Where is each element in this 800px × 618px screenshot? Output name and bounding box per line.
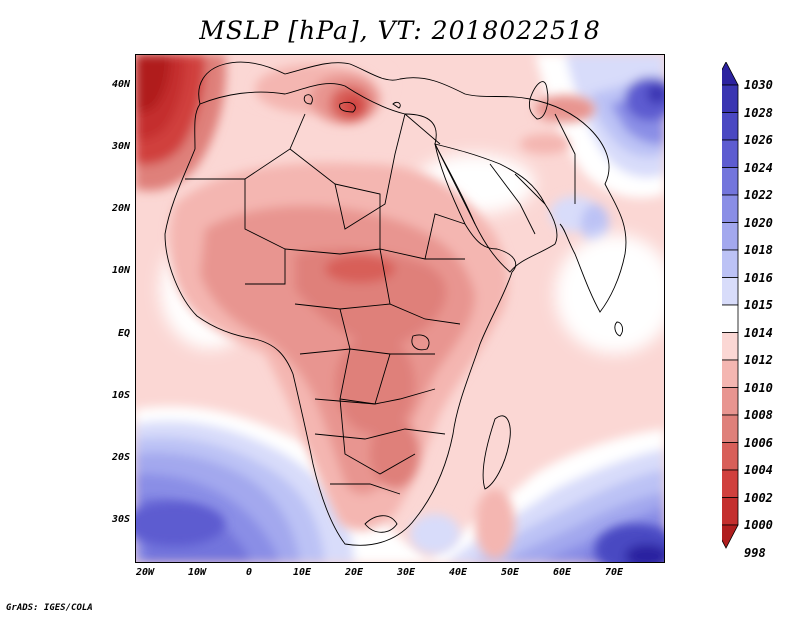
lon-label-10w: 10W <box>187 567 207 578</box>
lon-label-0: 0 <box>245 567 253 578</box>
colorbar-box-1026 <box>722 112 739 141</box>
map-panel <box>135 54 665 563</box>
colorbar-box-1018 <box>722 222 739 251</box>
colorbar <box>722 62 739 549</box>
colorbar-label-1022: 1022 <box>744 188 773 202</box>
map-canvas <box>135 54 665 563</box>
colorbar-box-1016 <box>722 249 739 278</box>
grads-credit: GrADS: IGES/COLA <box>6 603 93 613</box>
lat-label-20n: 20N <box>111 203 130 214</box>
lon-label-20e: 20E <box>344 567 364 578</box>
atlantic-low <box>135 54 226 191</box>
colorbar-box-1008 <box>722 387 739 416</box>
colorbar-box-1012 <box>722 332 739 361</box>
mediterranean-low <box>255 64 595 154</box>
colorbar-label-1012: 1012 <box>744 353 773 367</box>
colorbar-label-1000: 1000 <box>744 518 773 532</box>
lat-label-40n: 40N <box>111 79 130 90</box>
colorbar-box-1006 <box>722 414 739 443</box>
lat-label-20s: 20S <box>111 452 130 463</box>
colorbar-box-1028 <box>722 84 739 113</box>
colorbar-label-1026: 1026 <box>744 133 773 147</box>
lon-label-70e: 70E <box>604 567 624 578</box>
lat-label-eq: EQ <box>117 328 130 339</box>
colorbar-label-1016: 1016 <box>744 271 773 285</box>
colorbar-label-1030: 1030 <box>744 78 773 92</box>
colorbar-top-arrow <box>722 62 739 86</box>
lat-label-30n: 30N <box>111 141 130 152</box>
colorbar-label-1004: 1004 <box>744 463 773 477</box>
colorbar-label-1024: 1024 <box>744 161 773 175</box>
colorbar-label-1028: 1028 <box>744 106 773 120</box>
colorbar-box-1004 <box>722 442 739 471</box>
lon-label-60e: 60E <box>552 567 572 578</box>
coastal-lows <box>410 489 515 559</box>
lat-label-10n: 10N <box>111 265 130 276</box>
colorbar-label-998: 998 <box>744 546 766 560</box>
colorbar-label-1014: 1014 <box>744 326 773 340</box>
colorbar-label-1015: 1015 <box>744 298 773 312</box>
colorbar-label-1008: 1008 <box>744 408 773 422</box>
map-title: MSLP [hPa], VT: 2018022518 <box>199 16 601 45</box>
colorbar-label-1006: 1006 <box>744 436 773 450</box>
colorbar-box-1010 <box>722 359 739 388</box>
colorbar-box-1024 <box>722 139 739 168</box>
colorbar-box-1000 <box>722 497 739 526</box>
colorbar-label-1018: 1018 <box>744 243 773 257</box>
colorbar-label-1020: 1020 <box>744 216 773 230</box>
colorbar-label-1010: 1010 <box>744 381 773 395</box>
colorbar-box-1014 <box>722 304 739 333</box>
colorbar-box-1020 <box>722 194 739 223</box>
lon-label-40e: 40E <box>448 567 468 578</box>
coastlines <box>164 61 627 546</box>
map-frame <box>135 54 665 563</box>
colorbar-bottom-arrow <box>722 524 739 549</box>
colorbar-box-1015 <box>722 277 739 306</box>
colorbar-box-1002 <box>722 469 739 498</box>
lon-label-20w: 20W <box>135 567 155 578</box>
lat-label-10s: 10S <box>111 390 130 401</box>
southern-high-core <box>135 502 665 563</box>
lat-label-30s: 30S <box>111 514 130 525</box>
lon-label-30e: 30E <box>396 567 416 578</box>
lon-label-50e: 50E <box>500 567 520 578</box>
colorbar-boxes <box>722 84 739 526</box>
colorbar-box-1022 <box>722 167 739 196</box>
asian-high-field <box>535 54 665 244</box>
lon-label-10e: 10E <box>292 567 312 578</box>
colorbar-label-1002: 1002 <box>744 491 773 505</box>
